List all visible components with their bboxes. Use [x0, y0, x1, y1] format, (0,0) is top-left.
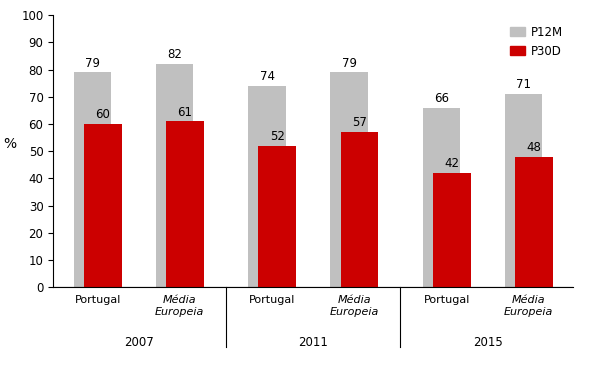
- Y-axis label: %: %: [4, 137, 17, 151]
- Bar: [515, 156, 553, 287]
- Text: 2011: 2011: [298, 336, 328, 349]
- Bar: [340, 132, 378, 287]
- Text: 48: 48: [527, 141, 541, 154]
- Text: Média
Europeia: Média Europeia: [155, 296, 204, 317]
- Text: 2007: 2007: [124, 336, 154, 349]
- Bar: [156, 64, 193, 287]
- Bar: [84, 124, 122, 287]
- Bar: [258, 146, 296, 287]
- Bar: [166, 121, 204, 287]
- Text: Média
Europeia: Média Europeia: [330, 296, 379, 317]
- Text: 66: 66: [434, 92, 449, 105]
- Bar: [505, 94, 543, 287]
- Text: Portugal: Portugal: [74, 296, 121, 305]
- Text: 79: 79: [85, 57, 100, 70]
- Text: 60: 60: [95, 108, 111, 121]
- Text: Portugal: Portugal: [249, 296, 296, 305]
- Text: 57: 57: [352, 116, 367, 129]
- Text: 42: 42: [444, 157, 459, 170]
- Bar: [330, 72, 368, 287]
- Text: 82: 82: [167, 48, 182, 61]
- Text: 74: 74: [259, 70, 275, 83]
- Bar: [74, 72, 111, 287]
- Legend: P12M, P30D: P12M, P30D: [506, 21, 567, 62]
- Text: Portugal: Portugal: [424, 296, 470, 305]
- Text: 52: 52: [270, 130, 285, 143]
- Text: Média
Europeia: Média Europeia: [504, 296, 554, 317]
- Bar: [248, 86, 286, 287]
- Text: 61: 61: [177, 105, 193, 119]
- Text: 2015: 2015: [473, 336, 502, 349]
- Text: 71: 71: [516, 78, 531, 91]
- Bar: [433, 173, 470, 287]
- Text: 79: 79: [342, 57, 356, 70]
- Bar: [423, 108, 460, 287]
